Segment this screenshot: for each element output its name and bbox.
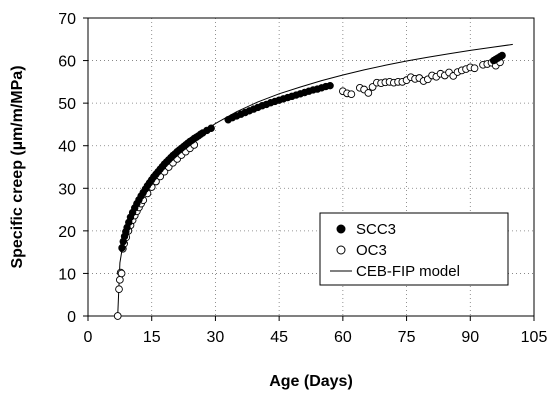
legend-marker-oc3 bbox=[336, 245, 346, 255]
series-oc3 bbox=[113, 58, 504, 320]
x-tick-label: 60 bbox=[334, 329, 352, 346]
x-tick-label: 105 bbox=[521, 329, 548, 346]
oc3-point bbox=[115, 285, 123, 294]
y-axis-title: Specific creep (µm/m/MPa) bbox=[9, 65, 26, 268]
x-tick-label: 15 bbox=[143, 329, 161, 346]
oc3-point bbox=[113, 312, 122, 320]
y-tick-label: 20 bbox=[58, 224, 76, 241]
scc3-point bbox=[118, 244, 126, 252]
oc3-point bbox=[364, 89, 373, 97]
legend: SCC3 OC3 CEB-FIP model bbox=[319, 212, 509, 286]
oc3-point bbox=[117, 269, 126, 278]
x-tick-label: 90 bbox=[461, 329, 479, 346]
series-scc3 bbox=[118, 51, 506, 252]
scc3-point bbox=[207, 124, 215, 132]
x-axis: 0 15 30 45 60 75 90 105 bbox=[84, 316, 548, 346]
oc3-point bbox=[470, 64, 479, 73]
legend-label-scc3: SCC3 bbox=[356, 221, 396, 238]
legend-label-model: CEB-FIP model bbox=[356, 263, 460, 280]
y-tick-label: 0 bbox=[67, 309, 76, 326]
scc3-point bbox=[326, 81, 334, 90]
x-tick-label: 75 bbox=[398, 329, 416, 346]
oc3-point bbox=[116, 275, 124, 284]
legend-box bbox=[319, 212, 509, 286]
y-tick-label: 10 bbox=[58, 266, 76, 283]
x-tick-label: 45 bbox=[270, 329, 288, 346]
y-tick-label: 50 bbox=[58, 96, 76, 113]
x-axis-title: Age (Days) bbox=[269, 373, 353, 390]
scc3-point bbox=[498, 51, 506, 60]
y-tick-label: 70 bbox=[58, 11, 76, 28]
y-tick-label: 40 bbox=[58, 139, 76, 156]
plot-area bbox=[87, 17, 535, 317]
y-tick-label: 30 bbox=[58, 181, 76, 198]
legend-label-oc3: OC3 bbox=[356, 242, 387, 259]
x-tick-label: 30 bbox=[207, 329, 225, 346]
y-tick-label: 60 bbox=[58, 54, 76, 71]
x-tick-label: 0 bbox=[84, 329, 93, 346]
y-axis: 0 10 20 30 40 50 60 70 bbox=[58, 11, 88, 326]
legend-marker-scc3 bbox=[336, 224, 346, 234]
oc3-point bbox=[347, 90, 356, 99]
